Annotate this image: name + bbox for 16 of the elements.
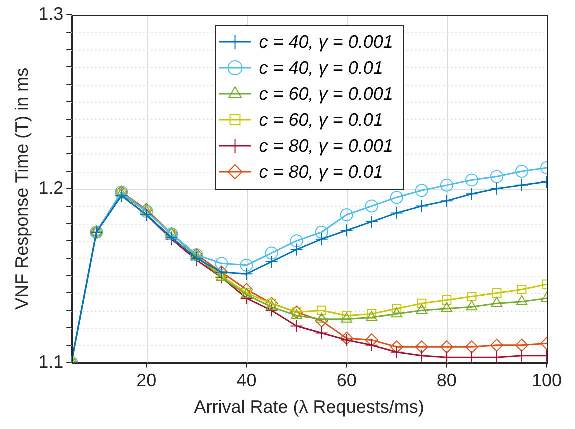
x-tick-label: 60 xyxy=(336,370,357,391)
x-axis-title: Arrival Rate (λ Requests/ms) xyxy=(194,397,424,418)
y-tick-label: 1.3 xyxy=(38,4,64,24)
x-tick-label: 80 xyxy=(436,370,457,391)
legend-label: c = 40, γ = 0.01 xyxy=(259,58,384,78)
legend-label: c = 60, γ = 0.01 xyxy=(259,110,384,130)
legend-label: c = 80, γ = 0.01 xyxy=(259,162,384,182)
x-tick-label: 20 xyxy=(136,370,157,391)
legend-label: c = 40, γ = 0.001 xyxy=(259,32,394,52)
legend-label: c = 60, γ = 0.001 xyxy=(259,84,394,104)
y-tick-label: 1.2 xyxy=(38,178,64,198)
legend-label: c = 80, γ = 0.001 xyxy=(259,136,394,156)
x-tick-label: 40 xyxy=(236,370,257,391)
x-tick-label: 100 xyxy=(532,370,562,391)
y-tick-label: 1.1 xyxy=(38,352,64,372)
y-axis-title: VNF Response Time (T) in ms xyxy=(12,68,32,310)
